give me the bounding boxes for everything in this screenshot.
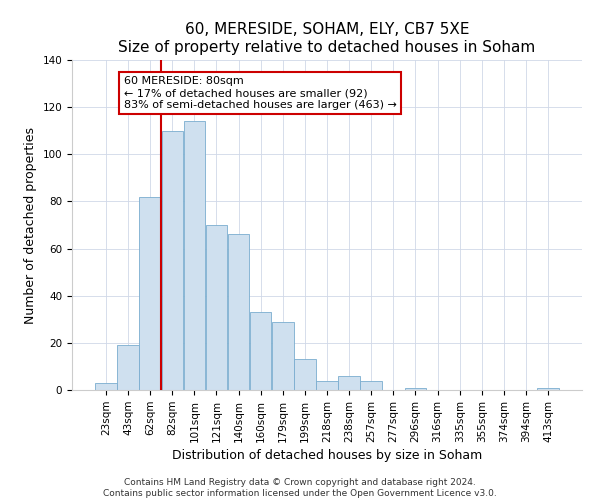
Text: Contains HM Land Registry data © Crown copyright and database right 2024.
Contai: Contains HM Land Registry data © Crown c… — [103, 478, 497, 498]
Bar — [250, 312, 271, 390]
Bar — [95, 383, 116, 390]
Bar — [206, 225, 227, 390]
Bar — [538, 388, 559, 390]
Bar — [361, 380, 382, 390]
Bar — [272, 322, 293, 390]
X-axis label: Distribution of detached houses by size in Soham: Distribution of detached houses by size … — [172, 449, 482, 462]
Bar — [228, 234, 249, 390]
Title: 60, MERESIDE, SOHAM, ELY, CB7 5XE
Size of property relative to detached houses i: 60, MERESIDE, SOHAM, ELY, CB7 5XE Size o… — [118, 22, 536, 54]
Bar — [338, 376, 360, 390]
Bar — [184, 122, 205, 390]
Bar — [405, 388, 426, 390]
Bar — [139, 196, 161, 390]
Bar — [294, 360, 316, 390]
Y-axis label: Number of detached properties: Number of detached properties — [24, 126, 37, 324]
Bar — [117, 345, 139, 390]
Text: 60 MERESIDE: 80sqm
← 17% of detached houses are smaller (92)
83% of semi-detache: 60 MERESIDE: 80sqm ← 17% of detached hou… — [124, 76, 397, 110]
Bar — [161, 130, 183, 390]
Bar — [316, 380, 338, 390]
